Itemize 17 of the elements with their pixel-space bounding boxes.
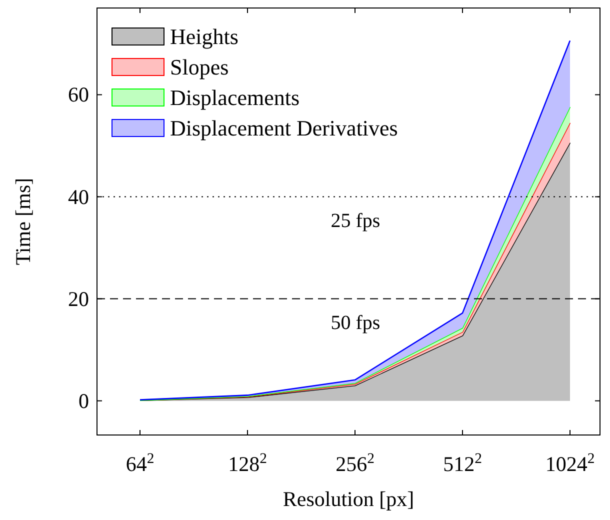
x-tick-label: 64$^{2}$ (126, 451, 154, 476)
ref-line-label: 50 fps (330, 312, 380, 334)
y-tick-label: 60 (68, 82, 89, 107)
legend-label: Slopes (170, 54, 229, 80)
legend-label: Heights (170, 24, 238, 49)
y-tick-label: 0 (78, 388, 89, 413)
y-tick-label: 40 (68, 184, 89, 209)
x-tick-label: 256$^{2}$ (336, 451, 374, 476)
x-tick-label: 512$^{2}$ (443, 451, 482, 476)
x-axis-title: Resolution [px] (282, 487, 414, 511)
legend-label: Displacement Derivatives (170, 116, 398, 140)
y-axis-title: Time [ms] (11, 178, 35, 266)
x-tick-label: 128$^{2}$ (228, 451, 267, 476)
x-tick-label: 1024$^{2}$ (545, 451, 595, 476)
y-tick-label: 20 (68, 286, 89, 311)
ref-line-label: 25 fps (330, 210, 380, 232)
legend-label: Displacements (170, 85, 300, 110)
